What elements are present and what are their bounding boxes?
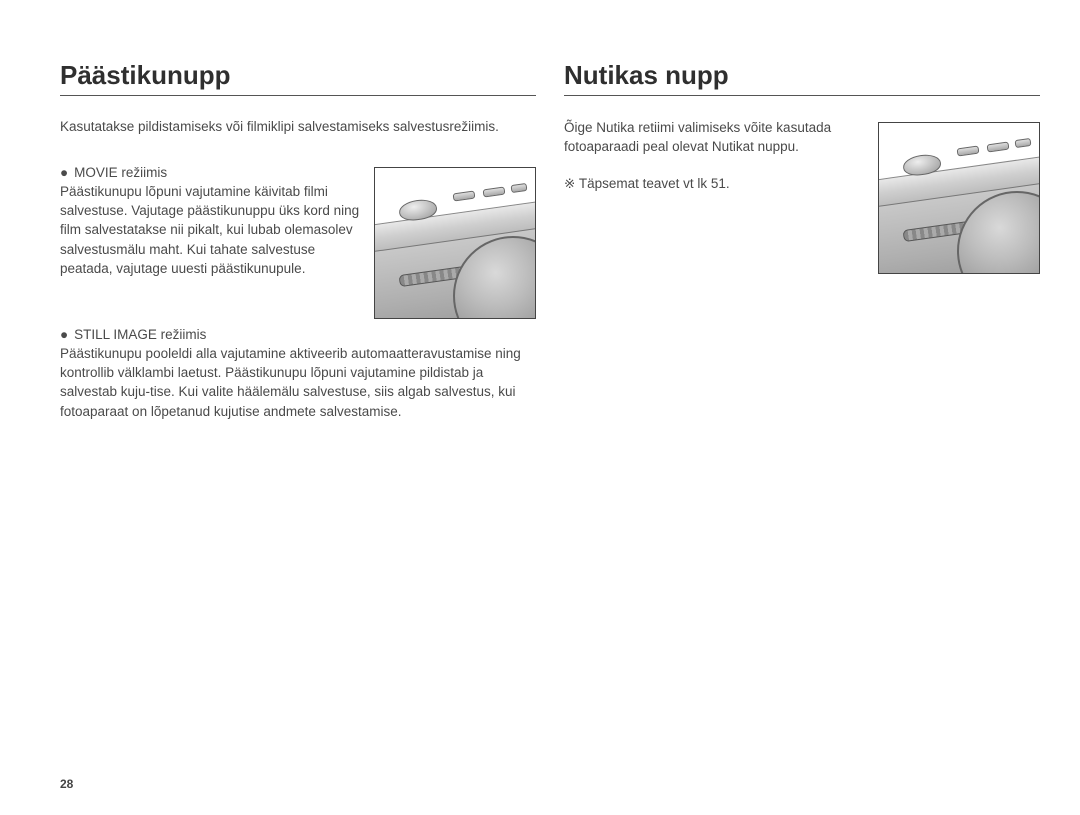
movie-text: ● MOVIE režiimis Päästikunupu lõpuni vaj… bbox=[60, 163, 360, 319]
still-section: ● STILL IMAGE režiimis Päästikunupu pool… bbox=[60, 325, 536, 421]
left-column: Päästikunupp Kasutatakse pildistamiseks … bbox=[60, 60, 536, 421]
right-heading: Nutikas nupp bbox=[564, 60, 1040, 96]
note-row: ※ Täpsemat teavet vt lk 51. bbox=[564, 174, 864, 193]
smart-button-section: Õige Nutika retiimi valimiseks võite kas… bbox=[564, 118, 1040, 274]
movie-body: Päästikunupu lõpuni vajutamine käivitab … bbox=[60, 182, 360, 278]
right-intro-block: Õige Nutika retiimi valimiseks võite kas… bbox=[564, 118, 864, 274]
page-number: 28 bbox=[60, 777, 73, 791]
movie-title: MOVIE režiimis bbox=[74, 163, 167, 182]
manual-page: Päästikunupp Kasutatakse pildistamiseks … bbox=[0, 0, 1080, 451]
still-title: STILL IMAGE režiimis bbox=[74, 325, 206, 344]
right-intro-text: Õige Nutika retiimi valimiseks võite kas… bbox=[564, 118, 864, 156]
camera-illustration-left bbox=[374, 167, 536, 319]
bullet-icon: ● bbox=[60, 325, 68, 344]
left-heading: Päästikunupp bbox=[60, 60, 536, 96]
right-column: Nutikas nupp Õige Nutika retiimi valimis… bbox=[564, 60, 1040, 421]
reference-mark-icon: ※ bbox=[564, 176, 575, 191]
still-body: Päästikunupu pooleldi alla vajutamine ak… bbox=[60, 344, 526, 421]
left-intro-text: Kasutatakse pildistamiseks või filmiklip… bbox=[60, 118, 536, 137]
camera-illustration-right bbox=[878, 122, 1040, 274]
note-text: Täpsemat teavet vt lk 51. bbox=[579, 176, 730, 191]
bullet-icon: ● bbox=[60, 163, 68, 182]
movie-section: ● MOVIE režiimis Päästikunupu lõpuni vaj… bbox=[60, 163, 536, 319]
